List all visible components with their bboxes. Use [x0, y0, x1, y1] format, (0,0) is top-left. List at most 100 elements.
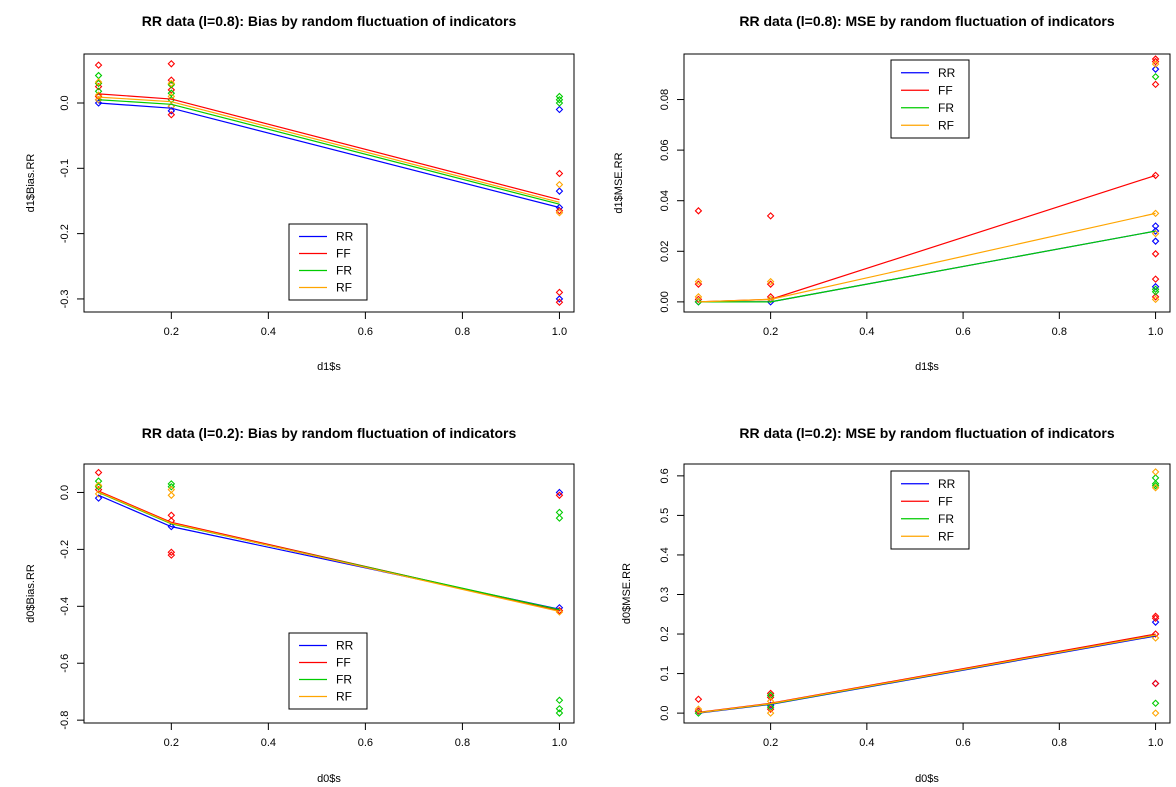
- data-point-rf: [766, 709, 775, 717]
- data-point-rr: [555, 295, 564, 303]
- y-tick-label: 0.06: [659, 139, 671, 160]
- chart-panel-4: RR data (l=0.2): MSE by random fluctuati…: [621, 425, 1171, 785]
- legend-label-rr: RR: [336, 230, 354, 244]
- y-tick-label: -0.3: [59, 289, 71, 308]
- legend-label-rf: RF: [938, 118, 954, 132]
- y-tick-label: 0.2: [659, 626, 671, 641]
- data-point-ff: [167, 551, 176, 559]
- data-point-fr: [1151, 72, 1160, 81]
- data-point-rr: [1151, 65, 1160, 73]
- y-tick-label: 0.04: [659, 190, 671, 211]
- data-point-ff: [766, 212, 775, 220]
- data-point-ff: [555, 206, 564, 215]
- data-point-rr: [1151, 282, 1160, 291]
- x-tick-label: 0.6: [358, 737, 373, 749]
- data-point-ff: [766, 689, 775, 698]
- data-point-fr: [555, 514, 564, 522]
- data-point-ff: [94, 468, 103, 477]
- plot-frame: [83, 53, 575, 313]
- y-axis-label: d0$Bias.RR: [25, 564, 37, 623]
- data-point-rr: [1151, 222, 1160, 230]
- data-point-rf: [1151, 60, 1160, 68]
- x-tick-label: 0.2: [164, 737, 179, 749]
- data-point-fr: [555, 99, 564, 107]
- legend-label-ff: FF: [938, 494, 953, 508]
- x-tick-label: 0.8: [1052, 737, 1067, 749]
- x-tick-label: 0.8: [455, 326, 470, 338]
- data-point-fr: [1151, 474, 1160, 482]
- data-point-ff: [1151, 293, 1160, 301]
- y-tick-label: -0.1: [59, 159, 71, 178]
- chart-title: RR data (l=0.2): MSE by random fluctuati…: [739, 425, 1115, 441]
- data-point-rr: [94, 99, 103, 107]
- data-point-ff: [555, 169, 564, 178]
- legend: RR FF FR RF: [890, 470, 970, 550]
- legend-label-ff: FF: [938, 83, 953, 97]
- data-point-fr: [94, 71, 103, 80]
- data-point-ff: [167, 60, 176, 68]
- data-point-rr: [94, 494, 103, 502]
- series-line-rf: [98, 491, 560, 613]
- chart-panel-3: RR data (l=0.2): Bias by random fluctuat…: [25, 425, 575, 785]
- y-axis-label: d1$Bias.RR: [25, 154, 37, 213]
- legend-label-rf: RF: [938, 529, 954, 543]
- data-point-ff: [694, 695, 703, 704]
- y-tick-label: 0.0: [59, 485, 71, 500]
- x-tick-label: 0.8: [455, 737, 470, 749]
- data-point-rr: [555, 603, 564, 612]
- data-point-rf: [1151, 634, 1160, 642]
- chart-panel-1: RR data (l=0.8): Bias by random fluctuat…: [25, 13, 575, 373]
- x-axis-label: d0$s: [915, 773, 939, 785]
- data-point-rr: [555, 187, 564, 195]
- x-tick-label: 0.2: [763, 737, 778, 749]
- legend-label-fr: FR: [938, 101, 954, 115]
- y-tick-label: -0.6: [59, 654, 71, 673]
- x-axis-label: d0$s: [317, 773, 341, 785]
- series-line-rr: [98, 102, 560, 209]
- data-point-rf: [1151, 229, 1160, 238]
- data-point-ff: [167, 548, 176, 557]
- plot-frame: [683, 53, 1171, 313]
- data-point-ff: [1151, 612, 1160, 621]
- data-point-rf: [167, 79, 176, 88]
- series-line-rf: [698, 634, 1156, 714]
- data-point-fr: [555, 696, 564, 705]
- data-point-rf: [94, 78, 103, 86]
- data-point-rf: [766, 277, 775, 286]
- series-line-fr: [698, 230, 1156, 303]
- data-point-rf: [555, 180, 564, 189]
- series-line-rr: [698, 230, 1156, 303]
- data-point-ff: [555, 491, 564, 500]
- y-tick-label: 0.08: [659, 89, 671, 110]
- x-axis-label: d1$s: [317, 361, 341, 373]
- legend-label-rf: RF: [336, 281, 352, 295]
- legend-label-rr: RR: [336, 639, 354, 653]
- data-point-rf: [1151, 483, 1160, 492]
- y-axis-label: d0$MSE.RR: [621, 563, 633, 624]
- series-line-ff: [698, 633, 1156, 713]
- y-tick-label: 0.0: [59, 95, 71, 110]
- legend-label-rr: RR: [938, 477, 956, 491]
- plot-frame: [683, 463, 1171, 724]
- x-tick-label: 1.0: [552, 326, 567, 338]
- legend-label-ff: FF: [336, 656, 351, 670]
- data-point-ff: [94, 82, 103, 91]
- data-point-rf: [694, 277, 703, 286]
- series-line-ff: [98, 490, 560, 612]
- data-point-fr: [555, 704, 564, 713]
- data-point-fr: [555, 709, 564, 717]
- data-point-ff: [1151, 250, 1160, 258]
- data-point-ff: [1151, 614, 1160, 622]
- data-point-ff: [694, 207, 703, 215]
- data-point-fr: [1151, 287, 1160, 296]
- data-point-rf: [1151, 209, 1160, 218]
- y-tick-label: 0.4: [659, 547, 671, 562]
- data-point-ff: [1151, 57, 1160, 66]
- y-tick-label: 0.02: [659, 241, 671, 262]
- plot-frame: [83, 463, 575, 724]
- data-point-ff: [1151, 275, 1160, 283]
- x-tick-label: 0.2: [164, 326, 179, 338]
- x-tick-label: 0.6: [955, 737, 970, 749]
- legend-label-rf: RF: [336, 690, 352, 704]
- chart-panel-2: RR data (l=0.8): MSE by random fluctuati…: [613, 13, 1171, 373]
